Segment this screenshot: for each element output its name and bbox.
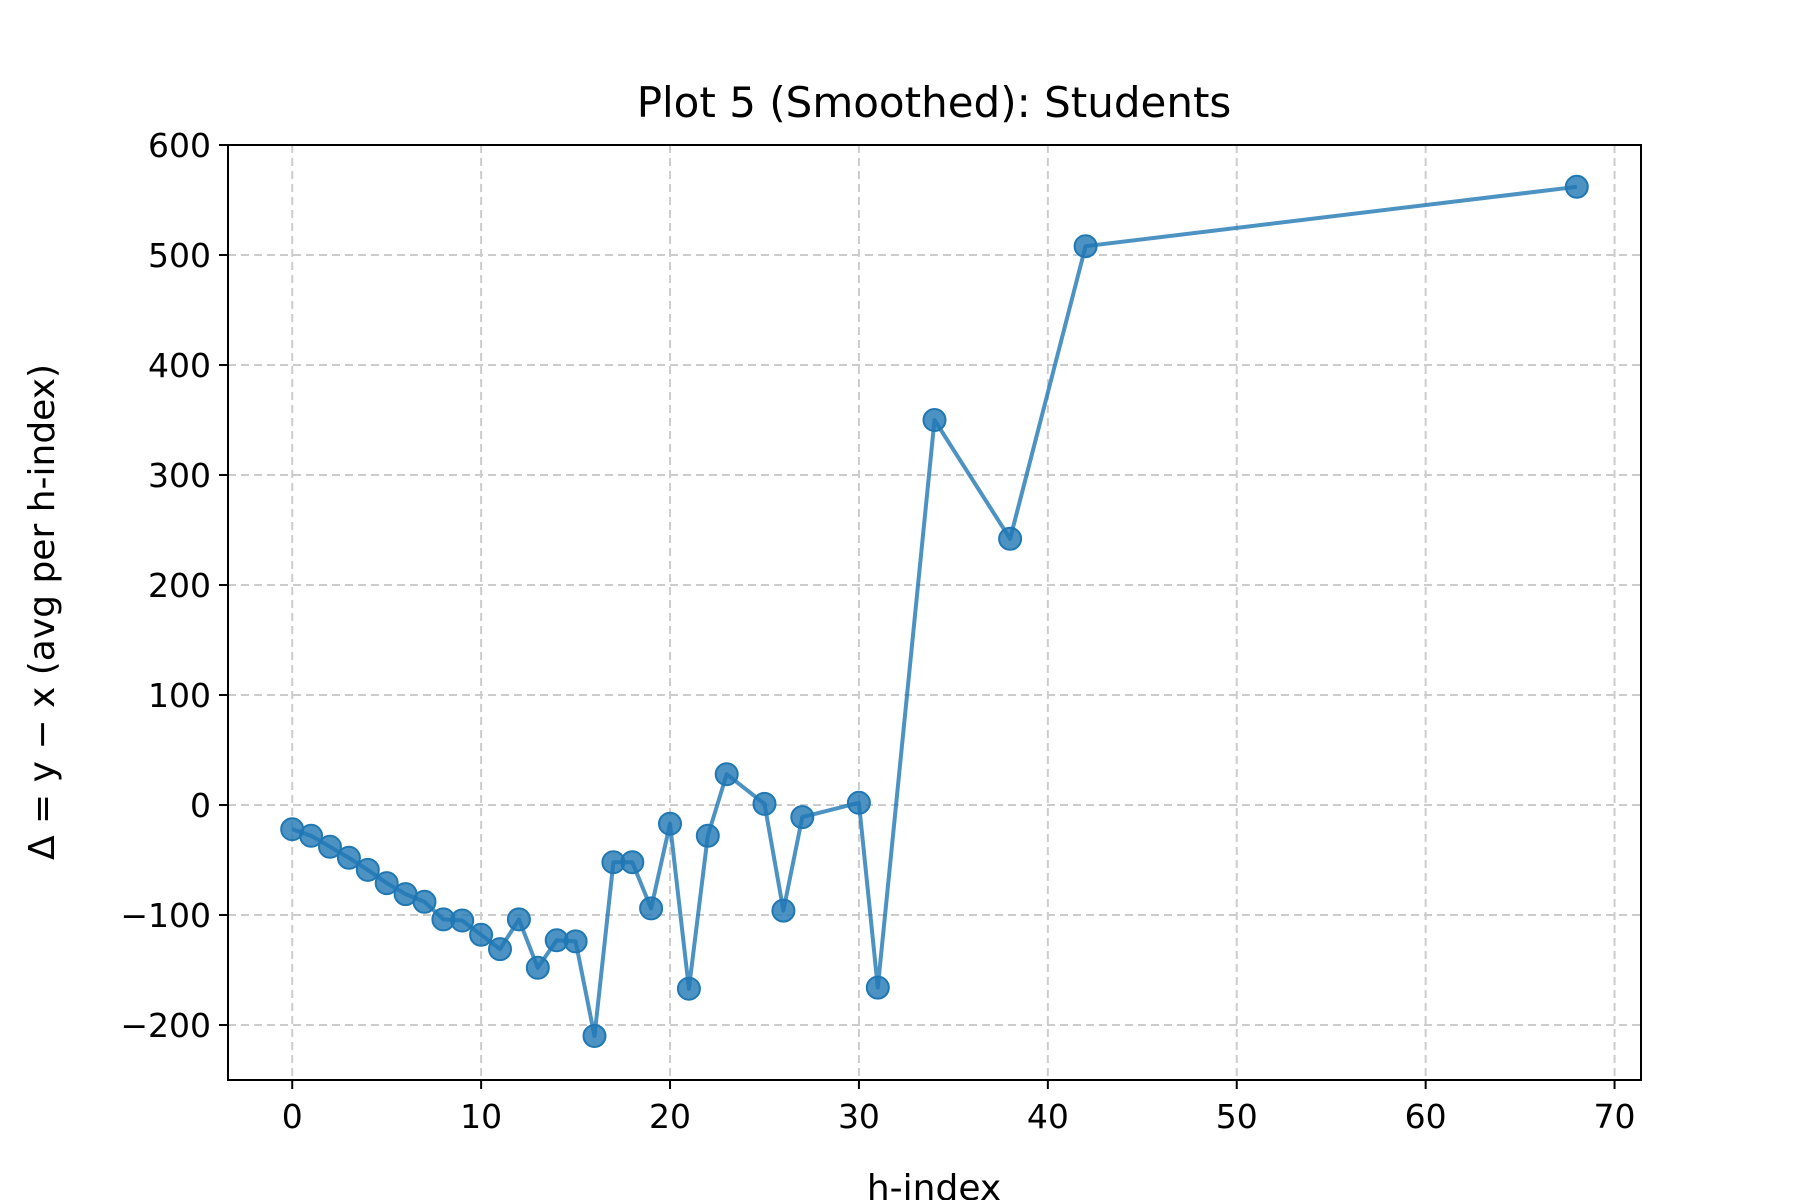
data-point — [846, 790, 871, 815]
data-point — [318, 834, 342, 859]
y-tick-label: 300 — [148, 456, 211, 495]
data-point — [563, 929, 588, 954]
y-tick-label: 600 — [148, 126, 211, 165]
y-axis-label: Δ = y − x (avg per h-index) — [22, 364, 63, 860]
data-point — [506, 907, 531, 932]
data-point — [1073, 234, 1098, 259]
data-point — [714, 762, 739, 787]
data-point — [299, 823, 324, 848]
data-point — [676, 976, 701, 1001]
y-tick-label: −200 — [120, 1006, 211, 1045]
y-tick-label: 200 — [148, 566, 211, 605]
x-tick-label: 30 — [838, 1097, 880, 1136]
x-tick-label: 70 — [1594, 1097, 1636, 1136]
series — [280, 174, 1589, 1048]
data-point — [865, 975, 890, 1000]
ticks: 0 10 20 30 40 50 60 70 −200 −100 0 100 200 300 400 500 6… — [120, 126, 1635, 1136]
data-point — [752, 791, 777, 816]
x-tick-label: 20 — [649, 1097, 691, 1136]
y-tick-label: 400 — [148, 346, 211, 385]
data-point — [469, 922, 494, 947]
chart-title: Plot 5 (Smoothed): Students — [637, 78, 1232, 127]
data-point — [771, 898, 796, 923]
x-axis-label: h-index — [867, 1168, 1001, 1200]
data-point — [695, 823, 720, 848]
data-point — [450, 908, 475, 933]
data-point — [639, 896, 664, 921]
y-tick-label: 100 — [148, 676, 211, 715]
data-point — [1564, 174, 1589, 199]
data-point — [525, 955, 550, 980]
data-point — [355, 857, 380, 882]
data-point — [488, 937, 512, 962]
x-tick-label: 0 — [282, 1097, 303, 1136]
data-point — [620, 850, 645, 875]
data-point — [582, 1024, 607, 1048]
plot-area-frame — [227, 144, 1642, 1081]
y-tick-label: 0 — [190, 786, 211, 825]
y-tick-label: 500 — [148, 236, 211, 275]
data-point — [998, 526, 1023, 551]
x-tick-label: 40 — [1027, 1097, 1069, 1136]
data-point — [374, 871, 399, 896]
data-point — [658, 811, 682, 836]
data-point — [790, 805, 815, 830]
x-tick-label: 60 — [1405, 1097, 1447, 1136]
x-tick-label: 50 — [1216, 1097, 1258, 1136]
x-tick-label: 10 — [460, 1097, 502, 1136]
data-point — [336, 845, 361, 870]
data-point — [412, 889, 437, 914]
y-tick-label: −100 — [120, 896, 211, 935]
data-point — [922, 408, 947, 432]
